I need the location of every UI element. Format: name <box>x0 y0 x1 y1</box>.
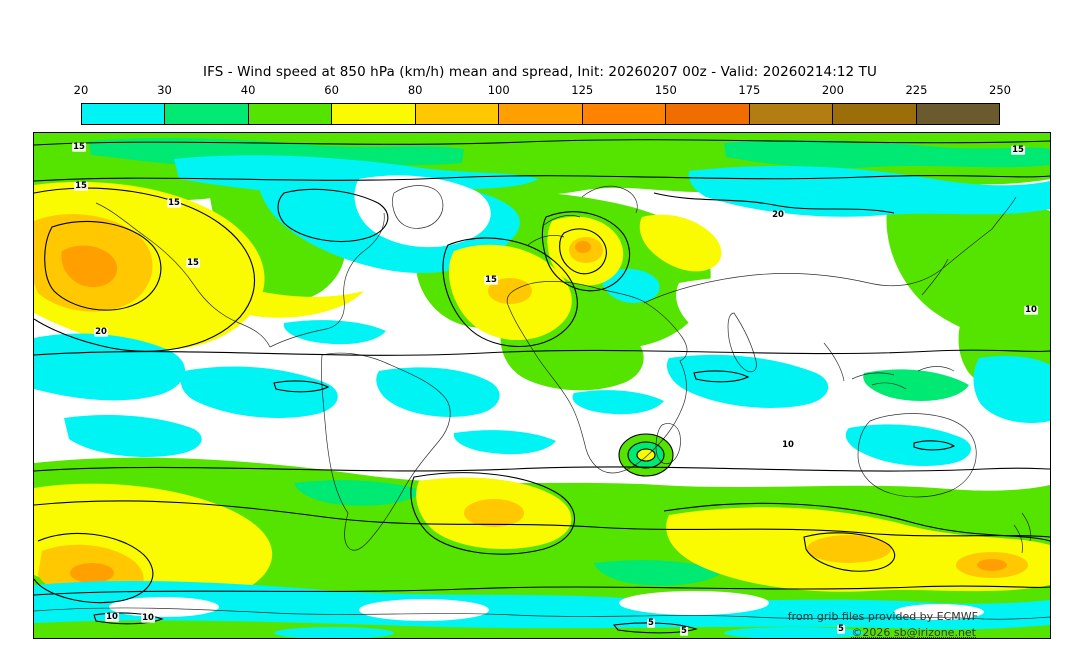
contour-label: 15 <box>1011 144 1025 155</box>
colorbar-segment <box>748 104 833 124</box>
contour-labels: 15 15 15 15 20 15 20 15 10 10 10 10 5 5 5 <box>34 133 1050 638</box>
weather-map: 15 15 15 15 20 15 20 15 10 10 10 10 5 5 5 from grib fi… <box>33 132 1051 639</box>
map-svg <box>34 133 1050 638</box>
colorbar-tick-label: 100 <box>487 83 510 97</box>
contour-label: 15 <box>186 257 200 268</box>
contour-label: 15 <box>484 274 498 285</box>
colorbar-ticks: 20 30 40 60 80 100 125 150 175 200 225 250 <box>74 83 1011 97</box>
colorbar-segment <box>498 104 582 124</box>
colorbar-tick-label: 175 <box>738 83 761 97</box>
colorbar-segment <box>414 104 499 124</box>
colorbar-tick-label: 250 <box>989 83 1011 97</box>
contour-label: 15 <box>167 197 181 208</box>
colorbar-segment <box>331 104 415 124</box>
colorbar-tick-label: 30 <box>157 83 172 97</box>
contour-label: 15 <box>72 141 86 152</box>
contour-label: 5 <box>837 623 845 634</box>
contour-label: 10 <box>141 612 155 623</box>
colorbar-tick-label: 20 <box>73 83 89 97</box>
colorbar-segment <box>82 104 165 124</box>
contour-label: 15 <box>74 180 88 191</box>
contour-label: 10 <box>105 611 119 622</box>
colorbar-segment <box>247 104 332 124</box>
colorbar-tick-label: 80 <box>407 83 423 97</box>
credit-provider: from grib files provided by ECMWF <box>787 610 978 623</box>
colorbar-tick-label: 60 <box>324 83 339 97</box>
colorbar-segment <box>581 104 666 124</box>
contour-label: 20 <box>94 326 108 337</box>
colorbar-segment <box>832 104 916 124</box>
colorbar-tick-label: 125 <box>571 83 594 97</box>
contour-label: 5 <box>647 617 655 628</box>
colorbar-tick-label: 200 <box>821 83 844 97</box>
contour-label: 5 <box>680 625 688 636</box>
colorbar-tick-label: 150 <box>654 83 677 97</box>
map-fill-layer <box>34 133 1050 638</box>
contour-label: 10 <box>781 439 795 450</box>
colorbar-tick-label: 40 <box>240 83 256 97</box>
contour-label: 10 <box>1024 304 1038 315</box>
colorbar-segments <box>81 103 1000 125</box>
credit-copyright-email: ©2026 sb@irizone.net <box>851 626 976 639</box>
contour-label: 20 <box>771 209 785 220</box>
colorbar-tick-label: 225 <box>905 83 928 97</box>
colorbar-segment <box>164 104 248 124</box>
contour-lines-layer <box>34 139 1050 634</box>
colorbar-segment <box>915 104 999 124</box>
colorbar-segment <box>665 104 749 124</box>
chart-title: IFS - Wind speed at 850 hPa (km/h) mean … <box>203 64 877 80</box>
